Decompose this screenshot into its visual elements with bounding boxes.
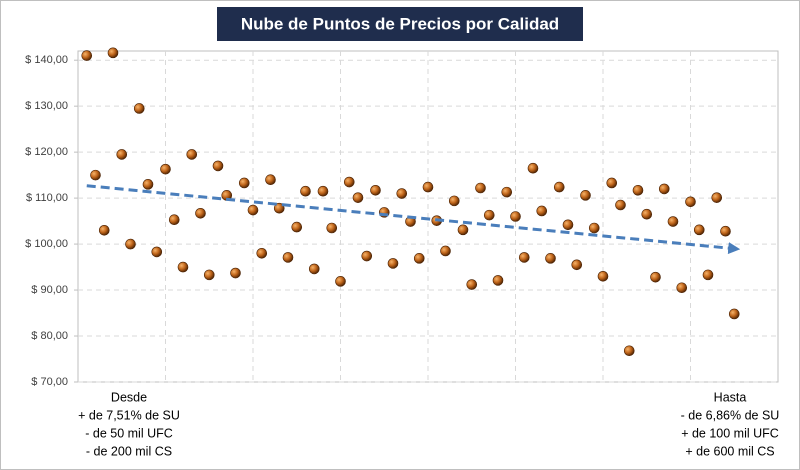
point [195,207,206,219]
y-tick-label: $ 80,00 [31,330,68,342]
point [81,50,93,61]
point [160,163,171,175]
point [133,103,145,114]
point [247,204,259,216]
point [361,250,373,262]
note-right: + de 100 mil UFC [681,426,779,440]
point [685,196,696,208]
note-left: + de 7,51% de SU [78,408,180,422]
point [317,185,329,197]
note-right: Hasta [714,390,747,404]
point [238,177,250,189]
point [98,224,110,236]
point [282,252,294,263]
point [597,270,609,282]
point [553,181,565,193]
point [720,225,731,237]
point [711,192,723,203]
point [536,205,548,217]
point [448,195,460,207]
point [457,224,469,236]
point [667,216,679,227]
point [475,182,486,194]
point [545,253,556,264]
point [203,269,215,281]
point [510,211,521,222]
point [125,238,136,250]
note-left: Desde [111,390,147,404]
point [335,276,346,287]
point [650,271,661,283]
point [501,186,513,198]
point [107,47,119,59]
note-left: - de 50 mil UFC [85,426,173,440]
y-tick-label: $ 70,00 [31,376,68,388]
point [186,149,198,160]
point [168,214,180,226]
point [177,261,189,273]
y-tick-label: $ 130,00 [25,100,68,112]
note-right: + de 600 mil CS [685,444,774,458]
point [641,208,653,220]
point [387,258,399,269]
chart-title: Nube de Puntos de Precios por Calidad [241,14,559,33]
point [413,253,425,264]
point [422,181,434,193]
point [326,222,338,234]
point [606,177,618,189]
point [212,160,224,172]
point [588,222,600,234]
point [300,185,311,197]
y-tick-label: $ 110,00 [26,192,68,204]
y-tick-label: $ 100,00 [25,238,68,250]
point [615,199,626,211]
point [265,174,276,186]
point [492,275,504,286]
point [142,179,154,190]
point [90,169,101,181]
point [571,259,583,271]
point [527,162,539,174]
point [352,192,364,203]
point [518,252,530,263]
point [308,263,320,275]
point [151,246,163,258]
y-tick-label: $ 140,00 [25,54,68,66]
note-right: - de 6,86% de SU [681,408,780,422]
note-left: - de 200 mil CS [86,444,172,458]
point [693,224,705,236]
point [623,345,635,357]
point [396,188,408,199]
point [562,219,574,231]
point [256,247,268,259]
point [632,184,644,196]
point [230,267,241,279]
point [466,279,478,290]
point [483,209,495,221]
point [343,176,355,188]
title-box [217,7,583,41]
point [291,221,303,233]
y-tick-label: $ 120,00 [25,146,68,158]
point [370,184,381,196]
y-tick-label: $ 90,00 [31,284,68,296]
point [658,183,670,195]
point [676,282,688,294]
point [728,308,740,320]
point [702,269,714,281]
point [580,190,591,201]
point [116,149,128,160]
point [440,245,451,257]
trend-line [86,184,741,255]
